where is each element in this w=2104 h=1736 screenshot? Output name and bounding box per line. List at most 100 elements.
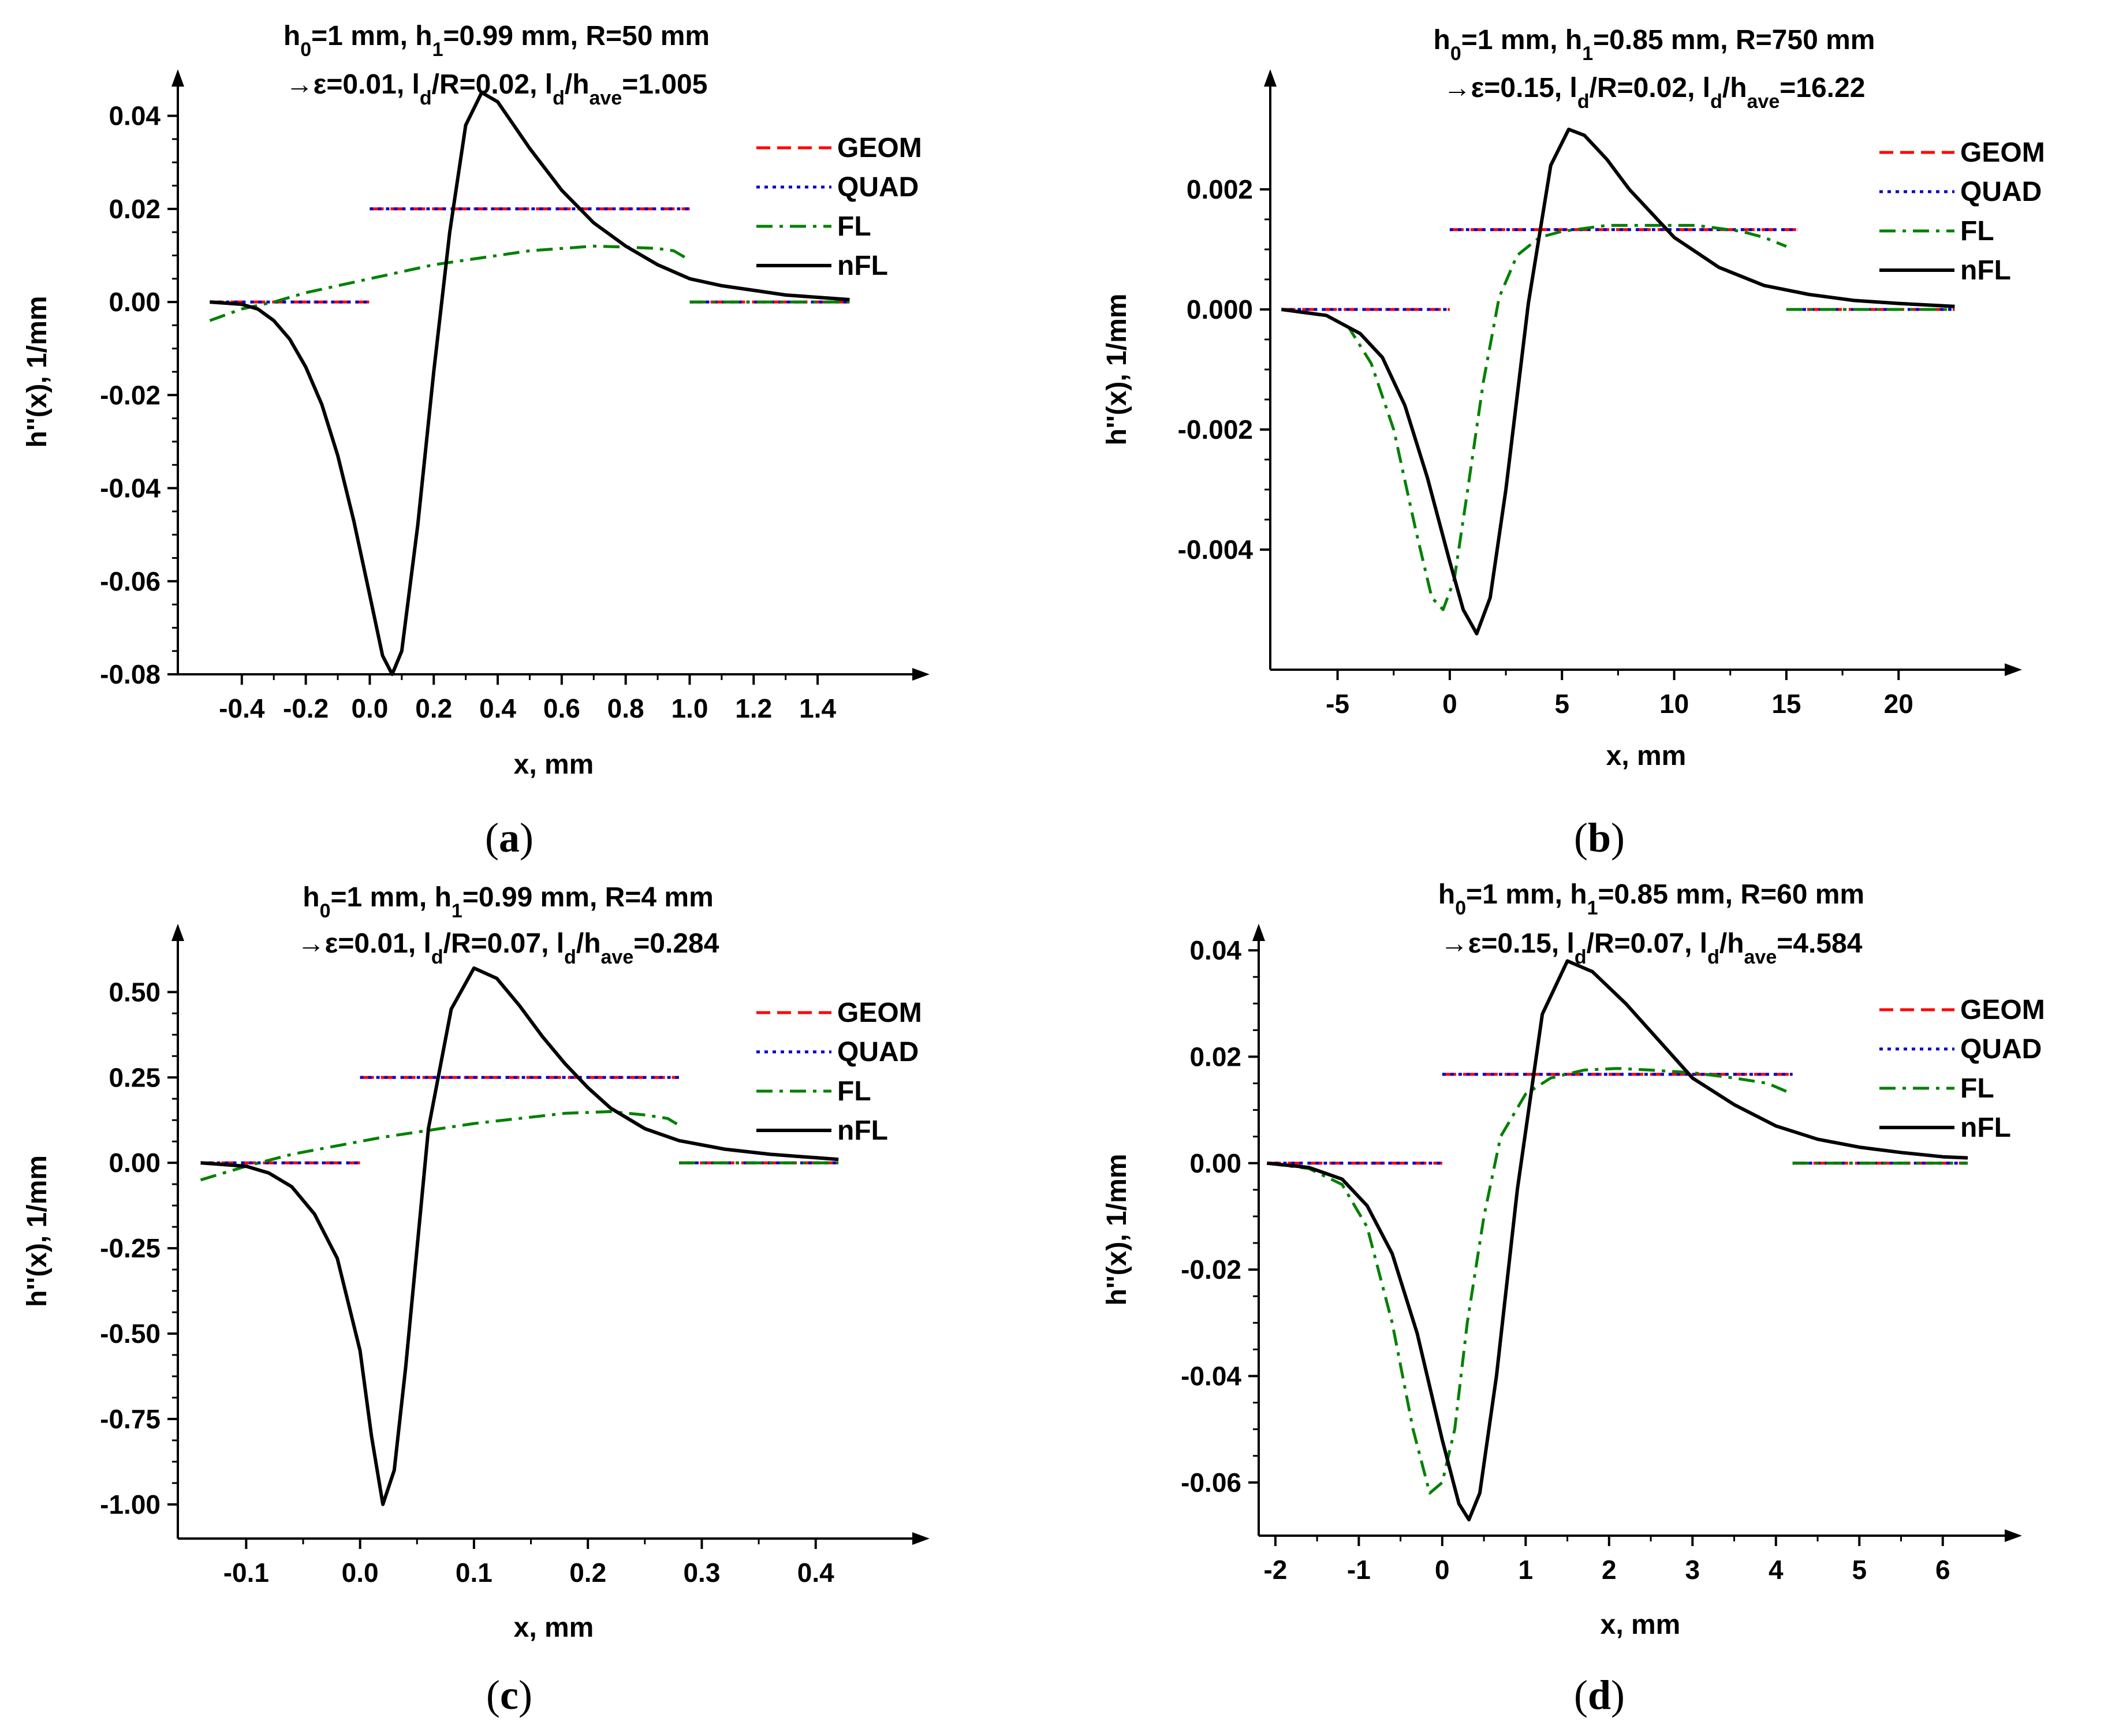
legend-label-quad: QUAD <box>837 172 919 203</box>
x-tick-label: 0.0 <box>351 693 388 723</box>
y-tick-label: 0.00 <box>1189 1148 1241 1178</box>
legend-label-fl: FL <box>837 1076 871 1107</box>
y-tick-label: -0.75 <box>100 1404 161 1434</box>
chart-title-line1: h0=1 mm, h1=0.85 mm, R=750 mm <box>1434 25 1875 65</box>
axes <box>177 928 925 1540</box>
series-line-nfl <box>1281 128 1955 636</box>
series-line-nfl <box>1267 959 1968 1522</box>
y-tick-label: -0.004 <box>1178 535 1254 565</box>
x-tick-label: 10 <box>1659 689 1689 719</box>
x-tick-label: 0.2 <box>569 1558 606 1588</box>
x-tick-label: 1.4 <box>799 693 836 723</box>
x-tick-label: -0.4 <box>219 693 265 723</box>
x-tick-label: 0.2 <box>415 693 452 723</box>
y-tick-label: 0.04 <box>1189 935 1241 965</box>
legend-label-nfl: nFL <box>1960 255 2011 286</box>
x-tick-label: 0.6 <box>543 693 580 723</box>
chart-title-line1: h0=1 mm, h1=0.99 mm, R=4 mm <box>303 882 714 922</box>
series-line-nfl <box>210 91 850 676</box>
series-geom <box>210 207 850 304</box>
x-tick-label: 1.2 <box>735 693 772 723</box>
chart-title-line2: →ε=0.15, ld/R=0.02, ld/have=16.22 <box>1443 73 1866 113</box>
y-tick-label: -0.08 <box>100 659 161 689</box>
chart-panel-c: h0=1 mm, h1=0.99 mm, R=4 mm →ε=0.01, ld/R… <box>22 882 930 1718</box>
y-tick-label: -0.02 <box>100 380 161 410</box>
series-nfl <box>1267 959 1968 1522</box>
x-tick-label: -2 <box>1263 1555 1287 1585</box>
y-tick-label: -0.04 <box>1181 1361 1241 1391</box>
legend-label-nfl: nFL <box>837 251 888 281</box>
x-tick-label: -1 <box>1347 1555 1371 1585</box>
y-tick-label: -0.04 <box>100 473 161 503</box>
legend-label-quad: QUAD <box>1960 1034 2042 1065</box>
legend-label-quad: QUAD <box>837 1037 919 1067</box>
x-tick-label: -0.2 <box>283 693 329 723</box>
x-axis-label: x, mm <box>1601 1610 1681 1640</box>
x-axis-arrow <box>2005 663 2022 676</box>
series-line-fl <box>1267 1067 1793 1495</box>
series-fl <box>1267 1067 1968 1495</box>
series-line-fl <box>200 1110 680 1182</box>
chart-title-line2: →ε=0.01, ld/R=0.02, ld/have=1.005 <box>286 69 708 109</box>
y-axis-arrow <box>1252 924 1265 941</box>
legend-label-nfl: nFL <box>837 1115 888 1146</box>
series-quad <box>1281 228 1955 311</box>
y-tick-label: 0.04 <box>109 101 161 131</box>
chart-title-line2: →ε=0.15, ld/R=0.07, ld/have=4.584 <box>1441 928 1863 968</box>
series-quad <box>200 1076 839 1164</box>
legend: GEOM QUAD FL nFL <box>756 998 922 1146</box>
legend-label-quad: QUAD <box>1960 177 2042 207</box>
y-axis-label: h''(x), 1/mm <box>22 1155 53 1307</box>
y-tick-label: 0.002 <box>1187 174 1253 204</box>
x-tick-label: 0.8 <box>607 693 644 723</box>
panel-letter: (b) <box>1574 815 1625 861</box>
chart-title-line1: h0=1 mm, h1=0.99 mm, R=50 mm <box>283 21 710 61</box>
y-tick-label: -0.002 <box>1178 415 1253 445</box>
x-tick-label: 5 <box>1852 1555 1867 1585</box>
y-tick-label: -0.50 <box>100 1319 161 1349</box>
y-tick-label: -1.00 <box>100 1489 161 1520</box>
chart-panel-d: h0=1 mm, h1=0.85 mm, R=60 mm →ε=0.15, ld/… <box>1102 879 2045 1718</box>
y-axis-arrow <box>171 924 184 941</box>
x-axis-label: x, mm <box>1606 741 1687 771</box>
x-tick-label: 5 <box>1554 689 1569 719</box>
x-tick-label: 0.0 <box>342 1558 379 1588</box>
x-tick-label: 0 <box>1435 1555 1450 1585</box>
x-axis-label: x, mm <box>514 1612 594 1643</box>
x-axis-arrow <box>912 1532 930 1545</box>
axes <box>1269 74 2017 671</box>
legend: GEOM QUAD FL nFL <box>756 133 922 281</box>
y-tick-label: 0.02 <box>1189 1041 1241 1072</box>
y-tick-label: -0.02 <box>1181 1255 1241 1285</box>
x-tick-label: 15 <box>1771 689 1801 719</box>
x-tick-label: -0.1 <box>223 1558 269 1588</box>
legend: GEOM QUAD FL nFL <box>1879 995 2045 1143</box>
legend-label-geom: GEOM <box>837 133 922 163</box>
panel-letter: (a) <box>485 815 534 861</box>
y-tick-label: -0.06 <box>100 566 161 596</box>
y-tick-label: 0.02 <box>109 194 161 224</box>
x-tick-label: 0.4 <box>479 693 516 723</box>
chart-panel-b: h0=1 mm, h1=0.85 mm, R=750 mm →ε=0.15, ld… <box>1102 25 2045 861</box>
y-axis-label: h''(x), 1/mm <box>22 296 53 448</box>
series-quad <box>1267 1073 1968 1165</box>
legend-label-fl: FL <box>1960 216 1994 247</box>
x-tick-label: 6 <box>1935 1555 1950 1585</box>
x-axis-label: x, mm <box>514 749 594 780</box>
y-tick-label: 0.25 <box>109 1062 161 1092</box>
x-tick-label: 1 <box>1519 1555 1534 1585</box>
x-tick-label: 0.3 <box>683 1558 720 1588</box>
x-tick-label: -5 <box>1326 689 1349 719</box>
x-tick-label: 0 <box>1442 689 1457 719</box>
series-geom <box>1281 228 1955 311</box>
legend-label-nfl: nFL <box>1960 1112 2011 1143</box>
y-tick-label: 0.00 <box>109 1148 161 1178</box>
panel-letter: (c) <box>486 1672 532 1718</box>
axes <box>177 74 925 675</box>
legend-label-fl: FL <box>1960 1073 1994 1104</box>
y-axis-arrow <box>1264 69 1277 87</box>
x-tick-label: 0.4 <box>797 1558 834 1588</box>
series-line-fl <box>209 244 691 322</box>
y-tick-label: -0.25 <box>100 1233 161 1263</box>
y-tick-label: 0.00 <box>109 287 161 317</box>
